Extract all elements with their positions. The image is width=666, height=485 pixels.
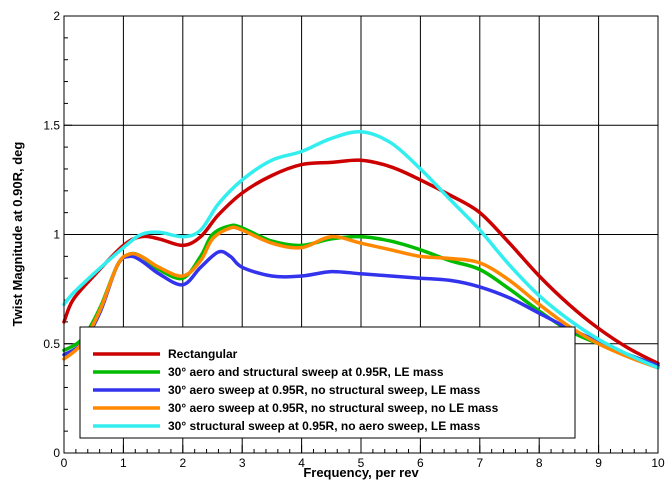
legend-label-4: 30° aero sweep at 0.95R, no structural s… [168,401,499,415]
x-tick-labels: 0 1 2 3 4 5 6 7 8 9 10 [61,456,665,470]
legend-label-3: 30° aero sweep at 0.95R, no structural s… [168,383,481,397]
x-tick-label: 9 [595,456,602,470]
x-tick-label: 8 [536,456,543,470]
y-tick-label: 1.5 [43,118,60,132]
legend-label-1: Rectangular [168,347,238,361]
series-line-5 [62,129,660,370]
series-layer [62,129,660,370]
series-line-4 [62,225,660,370]
x-tick-label: 5 [358,456,365,470]
x-tick-label: 6 [417,456,424,470]
legend-label-2: 30° aero and structural sweep at 0.95R, … [168,365,444,379]
y-tick-label: 0 [53,446,60,460]
x-tick-label: 0 [61,456,68,470]
x-tick-label: 10 [651,456,665,470]
x-tick-label: 1 [120,456,127,470]
minor-ticks [63,15,659,454]
x-tick-label: 2 [179,456,186,470]
y-tick-label: 0.5 [43,337,60,351]
y-axis-title: Twist Magnitude at 0.90R, deg [10,142,25,327]
plot-frame [63,15,659,454]
y-tick-label: 2 [53,9,60,23]
x-tick-label: 4 [298,456,305,470]
y-tick-labels: 0 0.5 1 1.5 2 [43,9,60,460]
series-line-3 [62,249,660,368]
y-tick-label: 1 [53,228,60,242]
x-tick-label: 7 [476,456,483,470]
legend-box [79,326,576,439]
x-tick-label: 3 [239,456,246,470]
legend-label-5: 30° structural sweep at 0.95R, no aero s… [168,419,481,433]
legend: Rectangular 30° aero and structural sweep… [79,326,576,439]
x-axis-title: Frequency, per rev [303,465,419,480]
